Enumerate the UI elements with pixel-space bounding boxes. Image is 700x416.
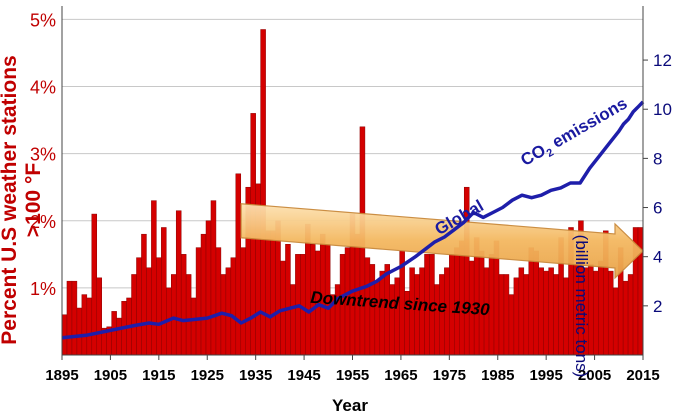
- right-axis-title: (billion metric tons): [572, 234, 591, 378]
- bar: [81, 294, 88, 356]
- bar: [627, 274, 634, 356]
- co2-line: [61, 100, 645, 340]
- left-tick-label: 3%: [30, 145, 56, 165]
- x-tick-label: 2015: [626, 367, 659, 384]
- left-tick-label: 2%: [30, 212, 56, 232]
- bar: [111, 311, 117, 356]
- bar: [61, 314, 68, 356]
- bar: [394, 277, 400, 356]
- bar: [563, 277, 569, 356]
- bar: [156, 257, 162, 356]
- bar: [215, 247, 222, 356]
- bar: [76, 307, 83, 356]
- bar: [240, 247, 246, 356]
- bar: [116, 317, 122, 356]
- x-tick-label: 1975: [433, 367, 466, 384]
- bar: [151, 200, 157, 356]
- left-tick-label: 4%: [30, 78, 56, 98]
- right-tick-label: 12: [653, 51, 672, 70]
- x-tick-label: 1935: [239, 367, 272, 384]
- bar: [170, 274, 177, 356]
- right-tick-label: 8: [653, 149, 662, 168]
- bar: [593, 270, 599, 356]
- bar: [607, 270, 614, 356]
- bar: [205, 220, 212, 356]
- bar: [86, 297, 93, 356]
- bar: [190, 297, 197, 356]
- right-tick-label: 6: [653, 199, 662, 218]
- bar: [235, 173, 242, 356]
- bar: [379, 270, 386, 356]
- bar: [146, 267, 152, 356]
- bar: [71, 280, 78, 356]
- bar: [185, 274, 192, 356]
- bar: [141, 233, 147, 356]
- left-axis-title: Percent U.S weather stations >100 °F: [0, 55, 45, 345]
- x-tick-label: 1955: [336, 367, 369, 384]
- x-tick-label: 1945: [287, 367, 320, 384]
- x-tick-label: 1915: [142, 367, 175, 384]
- bar: [622, 280, 629, 356]
- left-tick-label: 1%: [30, 279, 56, 299]
- bar: [230, 257, 237, 356]
- left-tick-label: 5%: [30, 10, 56, 30]
- bar: [210, 200, 217, 356]
- bar: [136, 257, 142, 356]
- tick-labels: 1% 2% 3% 4% 5% 2 4 6 8 10 12 1895 1905 1915 1925 1935 19…: [30, 10, 672, 384]
- x-tick-label: 1925: [191, 367, 224, 384]
- right-tick-label: 4: [653, 248, 662, 267]
- bar: [528, 247, 535, 356]
- bar: [434, 284, 440, 356]
- bar: [612, 287, 619, 356]
- right-tick-label: 2: [653, 297, 662, 316]
- bar: [161, 227, 167, 356]
- x-tick-label: 1895: [45, 367, 78, 384]
- x-tick-label: 2005: [578, 367, 611, 384]
- x-axis-title: Year: [332, 396, 368, 415]
- bar: [96, 277, 102, 356]
- x-tick-label: 1985: [481, 367, 514, 384]
- bar: [195, 247, 202, 356]
- bar: [66, 280, 73, 356]
- arrow-shape: [240, 203, 644, 280]
- right-tick-label: 10: [653, 100, 672, 119]
- bar: [225, 267, 232, 356]
- bar: [180, 254, 187, 356]
- bar: [131, 274, 137, 356]
- bar: [598, 260, 604, 356]
- bar: [175, 210, 182, 356]
- downtrend-arrow: [240, 203, 644, 280]
- bar: [200, 233, 207, 356]
- bar: [260, 29, 266, 356]
- co2-line-series: [61, 100, 645, 340]
- x-tick-label: 1965: [384, 367, 417, 384]
- x-tick-label: 1905: [94, 367, 127, 384]
- bar: [553, 274, 559, 356]
- x-tick-label: 1995: [529, 367, 562, 384]
